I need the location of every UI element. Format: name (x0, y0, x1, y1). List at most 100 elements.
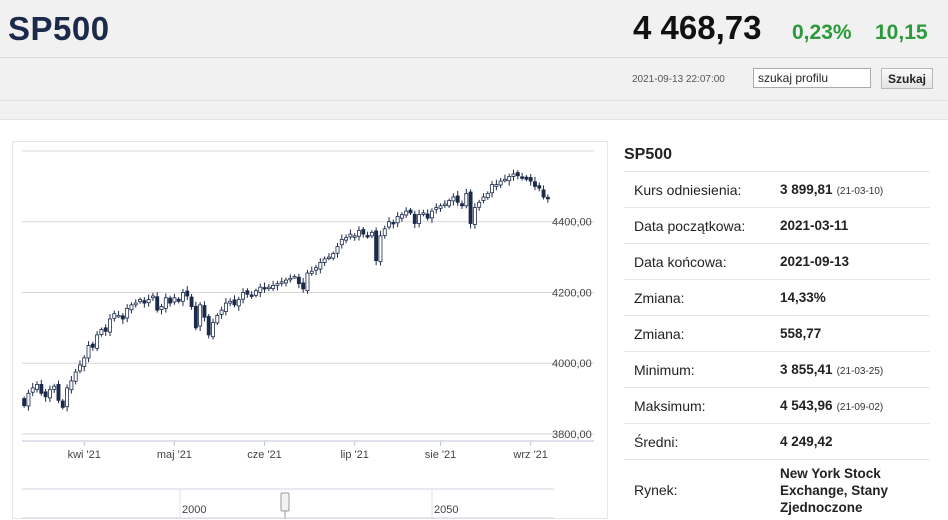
candle-body (130, 305, 133, 310)
candle-body (263, 288, 266, 290)
candle-body (173, 298, 176, 302)
candle-body (396, 216, 399, 222)
search-button[interactable]: Szukaj (881, 68, 933, 89)
candle-body (48, 390, 51, 398)
info-label: Minimum: (624, 352, 779, 388)
market-name: New York Stock Exchange, Stany Zjednoczo… (780, 465, 920, 516)
candle-body (199, 305, 202, 326)
y-tick-label: 4000,00 (552, 358, 592, 370)
info-value-text: 3 855,41 (780, 362, 833, 377)
candle-body (143, 301, 146, 303)
candle-body (310, 271, 313, 273)
candle-body (379, 236, 382, 262)
candle-body (31, 388, 34, 392)
info-label: Kurs odniesienia: (624, 172, 779, 208)
candle-body (435, 208, 438, 210)
candle-body (57, 384, 60, 400)
candle-body (486, 193, 489, 197)
info-row: Minimum:3 855,41 (21-03-25) (624, 352, 930, 388)
candle-body (418, 215, 421, 224)
x-tick-label: wrz '21 (512, 449, 548, 461)
info-label: Zmiana: (624, 316, 779, 352)
info-date: (21-03-25) (837, 366, 884, 377)
candle-body (362, 230, 365, 235)
info-value: New York Stock Exchange, Stany Zjednoczo… (779, 460, 930, 520)
candle-body (151, 296, 154, 298)
candle-body (207, 317, 210, 335)
info-label: Średni: (624, 424, 779, 460)
candle-body (259, 287, 262, 292)
candle-body (430, 211, 433, 218)
candle-body (400, 215, 403, 219)
y-tick-label: 4400,00 (552, 217, 592, 229)
candle-body (156, 297, 159, 310)
info-value: 558,77 (779, 316, 930, 352)
candle-body (503, 179, 506, 181)
candle-body (23, 399, 26, 406)
info-value: 3 855,41 (21-03-25) (779, 352, 930, 388)
candle-body (289, 278, 292, 280)
candle-body (220, 310, 223, 314)
candle-body (340, 239, 343, 244)
candle-body (345, 238, 348, 240)
info-row: Zmiana:14,33% (624, 280, 930, 316)
info-label: Data końcowa: (624, 244, 779, 280)
section-gap (0, 101, 948, 119)
candle-body (186, 291, 189, 296)
info-value-text: 4 249,42 (780, 434, 833, 449)
candle-body (473, 208, 476, 225)
info-value-text: 2021-09-13 (780, 254, 849, 269)
candle-body (134, 303, 137, 305)
candle-body (353, 236, 356, 238)
info-value-text: 3 899,81 (780, 182, 833, 197)
info-value-text: 2021-03-11 (780, 218, 848, 233)
candle-body (284, 280, 287, 283)
candle-body (323, 259, 326, 263)
candle-body (409, 210, 412, 213)
candle-body (491, 185, 494, 193)
candle-body (302, 283, 305, 289)
candle-body (495, 185, 498, 187)
info-row: Średni:4 249,42 (624, 424, 930, 460)
candle-body (91, 344, 94, 347)
x-tick-label: cze '21 (247, 449, 282, 461)
candle-body (443, 204, 446, 206)
info-label: Zmiana: (624, 280, 779, 316)
candle-body (66, 388, 69, 407)
header-divider (0, 57, 948, 58)
navigator-handle[interactable] (281, 493, 289, 511)
candle-body (70, 381, 73, 390)
info-row: Zmiana:558,77 (624, 316, 930, 352)
candle-body (83, 358, 86, 366)
candle-body (139, 300, 142, 302)
candle-body (35, 384, 38, 389)
candle-body (190, 297, 193, 307)
info-date: (21-09-02) (837, 402, 884, 413)
candle-body (246, 291, 249, 295)
candle-body (512, 174, 515, 176)
info-table: Kurs odniesienia:3 899,81(21-03-10)Data … (624, 171, 930, 520)
candle-body (542, 190, 545, 197)
candle-body (538, 186, 541, 188)
candle-body (516, 173, 519, 176)
candle-body (276, 284, 279, 286)
candle-body (224, 303, 227, 311)
candle-body (121, 316, 124, 319)
candle-body (280, 282, 283, 284)
x-tick-label: maj '21 (157, 449, 192, 461)
search-input[interactable] (753, 68, 871, 88)
candle-body (27, 393, 30, 406)
x-tick-label: kwi '21 (68, 449, 101, 461)
candle-body (319, 262, 322, 269)
candle-body (267, 287, 270, 289)
candle-body (169, 298, 172, 303)
candle-body (74, 372, 77, 381)
candle-body (405, 211, 408, 215)
info-row: Maksimum:4 543,96(21-09-02) (624, 388, 930, 424)
candle-body (147, 300, 150, 303)
candle-body (533, 182, 536, 187)
info-title: SP500 (624, 146, 672, 164)
info-label: Rynek: (624, 460, 779, 520)
candle-body (254, 291, 257, 296)
